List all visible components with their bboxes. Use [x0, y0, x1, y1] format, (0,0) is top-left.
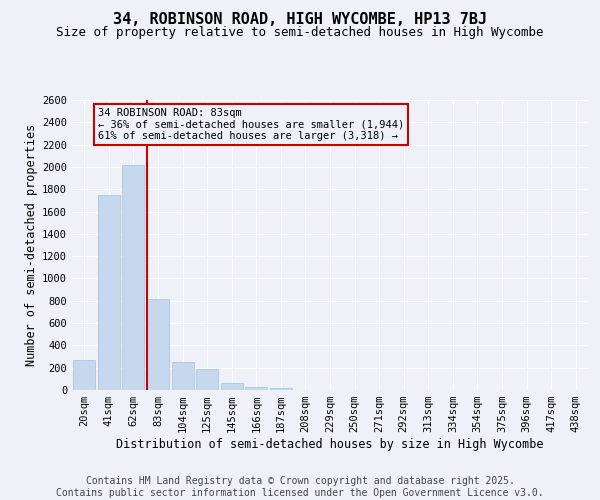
Bar: [245, 386, 268, 390]
Bar: [221, 383, 243, 390]
X-axis label: Distribution of semi-detached houses by size in High Wycombe: Distribution of semi-detached houses by …: [116, 438, 544, 451]
Text: Size of property relative to semi-detached houses in High Wycombe: Size of property relative to semi-detach…: [56, 26, 544, 39]
Bar: [270, 388, 292, 390]
Bar: [98, 195, 120, 390]
Text: Contains HM Land Registry data © Crown copyright and database right 2025.
Contai: Contains HM Land Registry data © Crown c…: [56, 476, 544, 498]
Bar: [73, 360, 95, 390]
Text: 34, ROBINSON ROAD, HIGH WYCOMBE, HP13 7BJ: 34, ROBINSON ROAD, HIGH WYCOMBE, HP13 7B…: [113, 12, 487, 28]
Bar: [147, 298, 169, 390]
Text: 34 ROBINSON ROAD: 83sqm
← 36% of semi-detached houses are smaller (1,944)
61% of: 34 ROBINSON ROAD: 83sqm ← 36% of semi-de…: [98, 108, 404, 141]
Bar: [196, 369, 218, 390]
Bar: [122, 164, 145, 390]
Y-axis label: Number of semi-detached properties: Number of semi-detached properties: [25, 124, 38, 366]
Bar: [172, 362, 194, 390]
